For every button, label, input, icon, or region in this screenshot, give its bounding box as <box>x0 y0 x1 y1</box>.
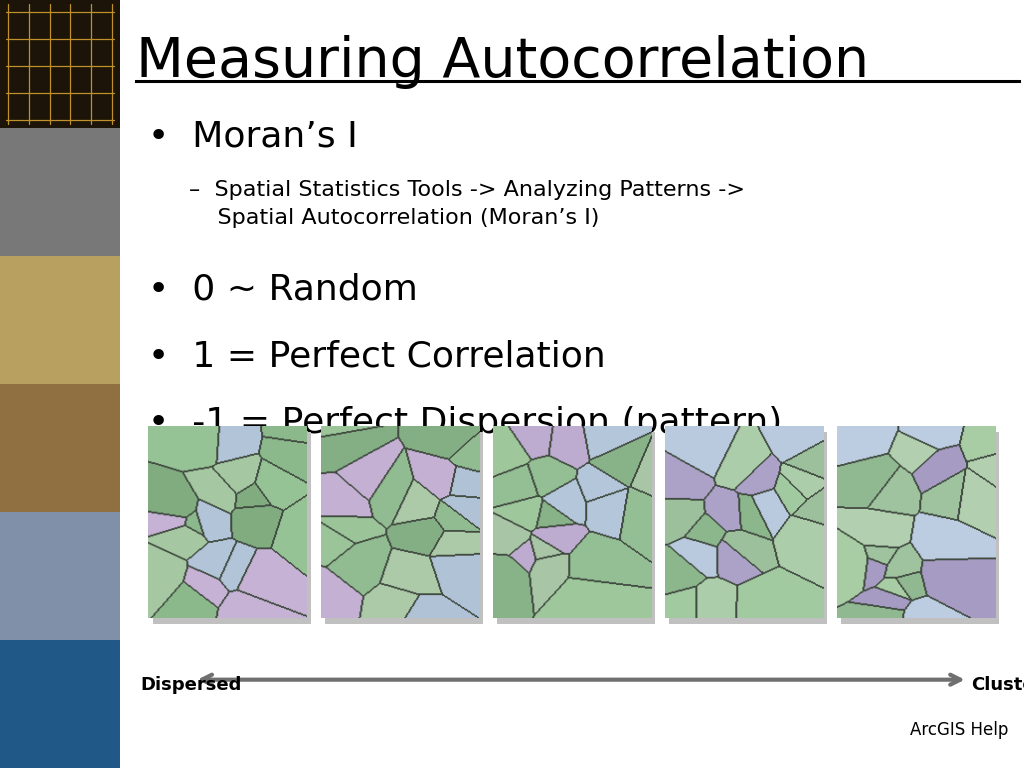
Text: •  1 = Perfect Correlation: • 1 = Perfect Correlation <box>148 339 606 373</box>
Bar <box>153 432 311 624</box>
Text: Clustered: Clustered <box>971 676 1024 694</box>
Text: Dispersed: Dispersed <box>140 676 242 694</box>
Text: •  Moran’s I: • Moran’s I <box>148 119 358 153</box>
Bar <box>0 128 120 256</box>
Bar <box>0 640 120 768</box>
Text: •  -1 = Perfect Dispersion (pattern): • -1 = Perfect Dispersion (pattern) <box>148 406 782 439</box>
Bar <box>0 0 120 128</box>
Bar <box>325 432 483 624</box>
Text: –  Spatial Statistics Tools -> Analyzing Patterns ->
    Spatial Autocorrelation: – Spatial Statistics Tools -> Analyzing … <box>189 180 745 227</box>
Bar <box>0 512 120 640</box>
Bar <box>841 432 999 624</box>
Bar <box>669 432 827 624</box>
Text: •  0 ~ Random: • 0 ~ Random <box>148 273 419 306</box>
Bar <box>0 384 120 512</box>
Bar <box>497 432 655 624</box>
Bar <box>0 256 120 384</box>
Text: Measuring Autocorrelation: Measuring Autocorrelation <box>136 35 869 88</box>
Text: ArcGIS Help: ArcGIS Help <box>910 721 1009 739</box>
